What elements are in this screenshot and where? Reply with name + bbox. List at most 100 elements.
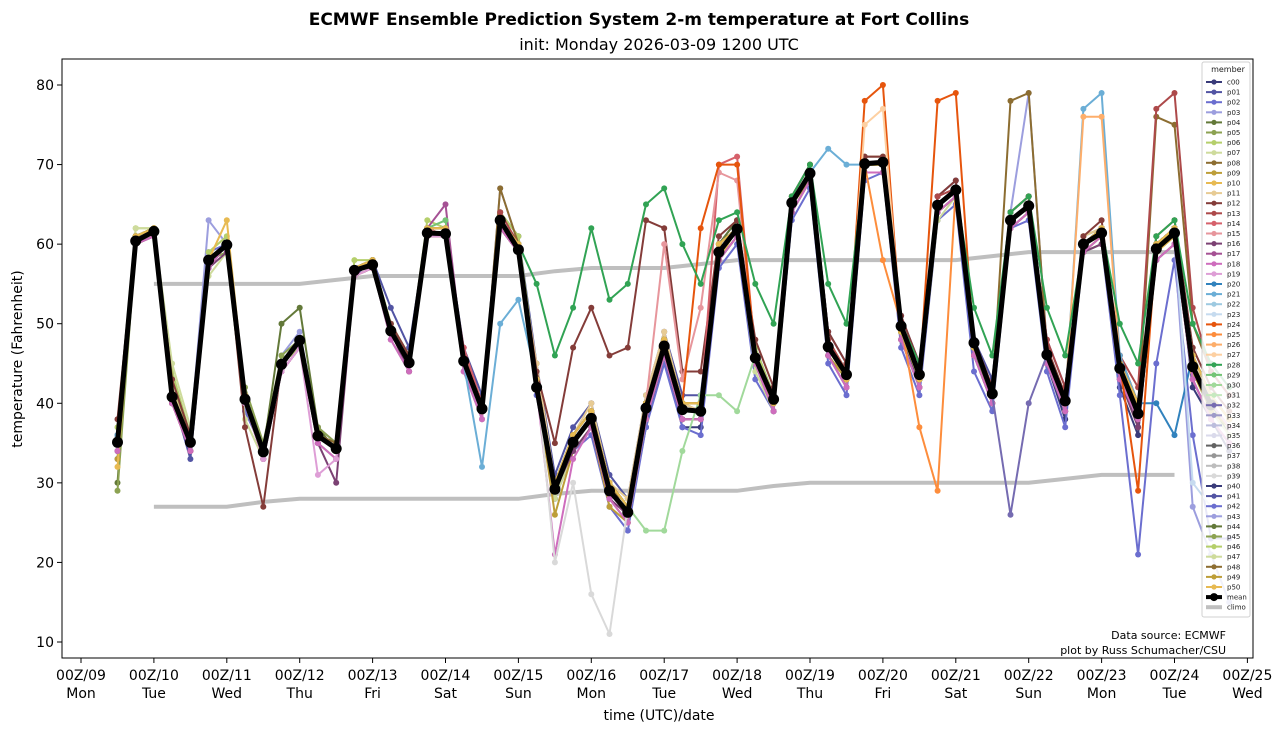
legend-entry-p24: p24 <box>1206 321 1241 329</box>
legend-label: p09 <box>1227 169 1240 177</box>
y-tick-label: 80 <box>36 78 54 94</box>
mean-point <box>567 436 579 448</box>
mean-layer <box>112 156 1217 518</box>
mean-point <box>859 158 871 170</box>
legend-marker <box>1211 362 1217 368</box>
legend-entry-c00: c00 <box>1206 79 1240 87</box>
legend-entry-mean: mean <box>1206 593 1247 602</box>
legend-label: p37 <box>1227 452 1240 460</box>
legend-label: p17 <box>1227 250 1240 258</box>
member-point-p28 <box>770 320 777 327</box>
legend-marker <box>1210 593 1218 602</box>
member-point-p02 <box>843 392 850 399</box>
member-point-p10 <box>114 463 121 470</box>
member-point-p16 <box>333 479 340 486</box>
legend-marker <box>1211 271 1217 277</box>
legend-entry-p25: p25 <box>1206 331 1240 339</box>
legend-entry-p07: p07 <box>1206 149 1240 157</box>
member-point-p09 <box>551 511 558 518</box>
member-point-p13 <box>1189 304 1196 311</box>
member-point-p01 <box>570 424 577 431</box>
legend-marker <box>1211 321 1217 327</box>
mean-point <box>640 402 652 414</box>
chart-subtitle: init: Monday 2026-03-09 1200 UTC <box>519 35 799 54</box>
legend-label: p02 <box>1227 99 1240 107</box>
mean-point <box>968 337 980 349</box>
legend-label: p46 <box>1227 543 1241 551</box>
legend-entry-p22: p22 <box>1206 301 1240 309</box>
mean-point <box>913 369 925 381</box>
legend-entry-p37: p37 <box>1206 452 1240 460</box>
y-tick-label: 10 <box>36 635 54 651</box>
legend-entry-p06: p06 <box>1206 139 1241 147</box>
x-tick-label: 00Z/12 <box>275 668 325 684</box>
x-tick-weekday: Tue <box>651 686 676 702</box>
member-point-p15 <box>661 241 668 248</box>
legend-entry-p29: p29 <box>1206 371 1240 379</box>
member-point-p24 <box>715 161 722 168</box>
mean-point <box>877 156 889 168</box>
mean-point <box>1005 214 1016 226</box>
legend-label: p47 <box>1227 553 1240 561</box>
x-tick-weekday: Mon <box>1087 686 1117 702</box>
legend-marker <box>1211 281 1217 287</box>
plot-credit-note: plot by Russ Schumacher/CSU <box>1060 644 1226 657</box>
member-point-p12 <box>715 233 722 240</box>
member-point-p06 <box>424 217 431 224</box>
x-tick-label: 00Z/25 <box>1222 668 1272 684</box>
member-point-p24 <box>1135 487 1142 494</box>
member-point-p12 <box>588 304 595 311</box>
legend-entry-p12: p12 <box>1206 200 1240 208</box>
y-axis: 10 20 30 40 50 60 70 80 <box>36 78 62 651</box>
member-point-p03 <box>296 328 303 335</box>
member-point-p28 <box>533 280 540 287</box>
mean-point <box>239 393 251 405</box>
legend-label: p43 <box>1227 513 1240 521</box>
mean-point <box>749 352 761 364</box>
mean-point <box>421 227 433 239</box>
legend-entry-p23: p23 <box>1206 311 1240 319</box>
member-point-p28 <box>734 209 741 216</box>
legend-label: p19 <box>1227 270 1240 278</box>
member-point-p01 <box>187 456 194 462</box>
legend-marker <box>1211 89 1217 95</box>
x-tick-weekday: Mon <box>66 686 96 702</box>
mean-point <box>221 239 233 251</box>
member-point-p28 <box>643 201 649 208</box>
legend-entry-p36: p36 <box>1206 442 1241 450</box>
member-point-p12 <box>624 344 631 351</box>
member-point-p13 <box>1153 105 1160 112</box>
legend-entry-p43: p43 <box>1206 513 1240 521</box>
mean-point <box>403 357 415 369</box>
mean-point <box>1132 408 1144 420</box>
legend-label: p25 <box>1227 331 1240 339</box>
member-point-p18 <box>570 456 577 462</box>
x-tick-label: 00Z/21 <box>931 668 981 684</box>
x-tick-weekday: Sat <box>434 686 457 702</box>
mean-point <box>1187 361 1199 373</box>
x-tick-label: 00Z/10 <box>129 668 179 684</box>
climo-layer <box>153 250 1175 509</box>
legend-label: p32 <box>1227 402 1240 410</box>
member-point-p02 <box>1062 424 1069 431</box>
member-point-p01 <box>387 304 394 311</box>
legend-label: p01 <box>1227 89 1240 97</box>
legend-marker <box>1211 180 1217 186</box>
legend-marker <box>1211 241 1217 247</box>
legend-label: p24 <box>1227 321 1241 329</box>
member-point-p18 <box>606 495 613 502</box>
member-point-p08 <box>1007 97 1014 104</box>
member-point-p25 <box>916 424 923 431</box>
legend-box <box>1201 61 1251 618</box>
member-point-p24 <box>952 90 959 96</box>
mean-point <box>676 404 688 416</box>
member-point-p14 <box>734 153 741 160</box>
member-point-p12 <box>1098 217 1105 224</box>
legend-label: p06 <box>1227 139 1241 147</box>
legend-entry-p05: p05 <box>1206 129 1240 137</box>
member-point-p17 <box>442 201 449 208</box>
legend-entry-p44: p44 <box>1206 523 1241 531</box>
legend-entry-p18: p18 <box>1206 260 1240 268</box>
member-point-p03 <box>205 217 212 224</box>
mean-point <box>822 341 834 353</box>
